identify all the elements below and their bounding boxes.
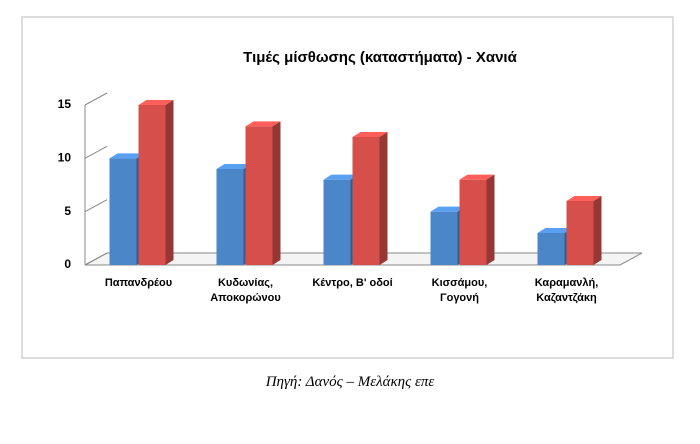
bar: [566, 196, 602, 265]
bar-side: [272, 121, 281, 265]
bar-front: [109, 158, 137, 265]
bar-front: [537, 233, 565, 265]
y-tick-label: 10: [58, 151, 72, 165]
bar-side: [165, 100, 174, 265]
bar-top: [352, 132, 388, 137]
bar-top: [430, 206, 466, 212]
bar-top: [323, 174, 359, 180]
caption: Πηγή: Δανός – Μελάκης επε: [265, 374, 435, 390]
bar-top: [138, 100, 174, 105]
y-tick-label: 5: [64, 204, 71, 218]
bar-side: [593, 196, 602, 265]
x-tick-label: Καραμανλή, Καζαντζάκη: [534, 277, 599, 304]
bar-front: [459, 179, 487, 265]
x-tick-label: Παπανδρέου: [104, 277, 173, 289]
bar-top: [216, 164, 252, 169]
bar: [138, 100, 174, 265]
tick-mark: [84, 199, 108, 213]
bar-top: [459, 174, 495, 180]
bar-top: [109, 153, 145, 159]
bar-top: [245, 121, 281, 127]
bar-front: [430, 211, 458, 265]
bar-top: [537, 228, 573, 233]
x-tick-label: Κισσάμου, Γογονή: [431, 277, 488, 304]
bar-top: [566, 196, 602, 201]
bar: [459, 174, 495, 265]
y-tick-label: 15: [58, 97, 72, 111]
bar-front: [323, 179, 351, 265]
x-tick-label: Κέντρο, Β' οδοί: [312, 277, 393, 289]
bar-front: [245, 126, 273, 265]
bar: [323, 174, 359, 265]
bar-front: [138, 105, 166, 265]
bar-front: [216, 169, 244, 265]
bar: [245, 121, 281, 265]
bar: [352, 132, 388, 265]
bar-side: [379, 132, 388, 265]
tick-mark: [84, 145, 108, 159]
tick-mark: [84, 252, 108, 266]
bar-front: [566, 201, 594, 265]
tick-mark: [84, 92, 108, 106]
bar-front: [352, 137, 380, 265]
x-tick-label: Κυδωνίας, Αποκορώνου: [210, 277, 281, 304]
y-tick-label: 0: [64, 257, 71, 271]
bar-side: [486, 174, 495, 265]
chart-title: Τιμές μίσθωσης (καταστήματα) - Χανιά: [243, 49, 517, 66]
